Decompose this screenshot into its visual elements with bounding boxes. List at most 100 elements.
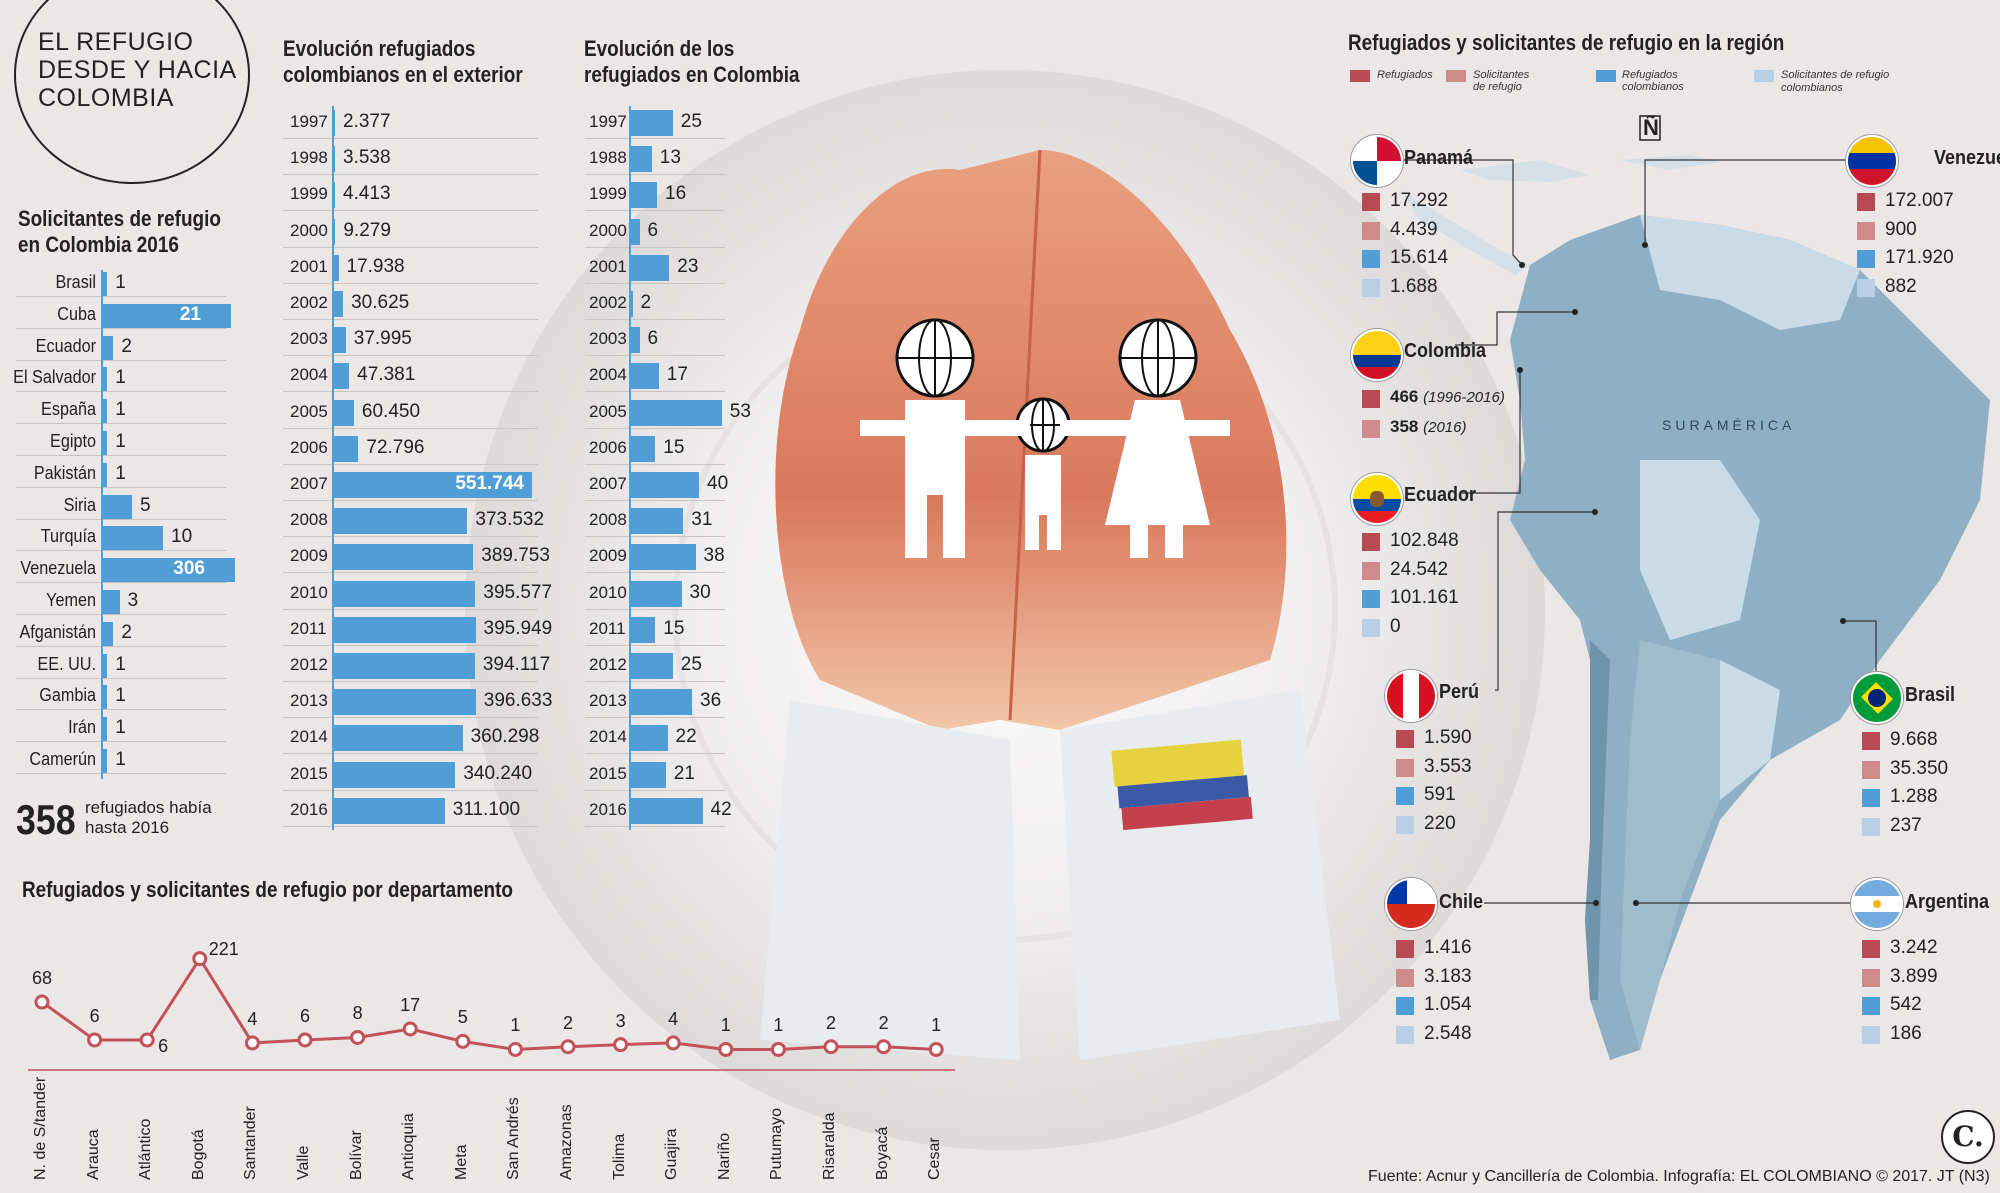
colombia-value: 23 [677,255,699,277]
departamento-value: 3 [615,1010,626,1031]
value-swatch [1362,278,1380,297]
colombia-year: 1988 [589,148,627,168]
legend-ref-col: Refugiados colombianos [1622,69,1684,93]
value-swatch [1857,193,1875,211]
row-separator [585,536,725,538]
exterior-bar [332,327,346,354]
legend-refugiados: Refugiados [1377,69,1433,81]
value-swatch [1862,940,1880,958]
solicitantes-bar [101,558,235,583]
row-separator [283,282,538,284]
country-value: 0 [1390,615,1401,637]
colombia-year: 2001 [589,256,627,276]
solicitantes-label: Ecuador [35,335,96,356]
colombia-value: 42 [710,798,732,820]
colombia-value: 13 [659,147,681,169]
exterior-title: Evolución refugiados colombianos en el e… [283,36,523,87]
row-separator [283,789,538,791]
exterior-bar [332,689,476,716]
colombia-year: 1997 [589,112,627,131]
colombia-bar [629,435,656,462]
row-separator [16,582,226,584]
solicitantes-axis [101,270,103,779]
departamento-point [665,1035,681,1051]
country-chile: Chile [1439,891,1484,913]
legend-swatch-solicitantes [1446,70,1466,82]
country-value: 9.668 [1890,729,1938,750]
row-separator [283,355,538,357]
value-swatch [1362,250,1380,268]
legend-solicitantes: Solicitantes de refugio [1473,69,1530,93]
colombia-value: 36 [700,690,722,712]
continent-label: SURAMÉRICA [1662,417,1795,433]
solicitantes-value: 5 [140,494,151,516]
country-value: 35.350 [1890,757,1949,779]
departamento-point [613,1037,629,1053]
flag-chile-icon [1385,878,1437,930]
row-separator [16,359,226,361]
row-separator [16,423,226,425]
value-swatch [1862,789,1880,807]
exterior-year: 2006 [290,437,328,457]
exterior-bar [332,435,359,462]
value-swatch [1396,940,1414,958]
colombia-bar [629,472,699,498]
country-value: 3.553 [1424,755,1472,777]
exterior-bar [332,616,476,643]
row-separator [585,717,725,719]
colombia-bar [629,725,668,752]
exterior-year: 2013 [290,691,328,711]
row-separator [16,391,226,393]
colombia-year: 2005 [589,401,627,421]
value-swatch [1862,732,1880,750]
row-separator [16,645,226,647]
exterior-value: 395.577 [483,581,553,603]
exterior-value: 3.538 [343,147,391,169]
departamento-point [770,1041,786,1057]
row-separator [585,319,725,320]
row-separator [585,572,725,574]
country-venezuela: Venezuela [1934,147,2000,169]
colombia-bar [629,616,656,643]
colombia-value: 15 [663,436,685,458]
exterior-year: 2003 [290,329,328,349]
country-value: 186 [1890,1022,1922,1044]
exterior-bar [332,291,344,317]
row-separator [283,572,538,574]
row-separator [16,614,226,615]
colombia-value: 17 [666,364,688,386]
colombia-year: 2003 [589,329,627,349]
departamento-point [928,1041,944,1057]
departamento-point [402,1021,418,1037]
row-separator [283,391,538,393]
exterior-value: 72.796 [366,436,425,458]
row-separator [585,427,725,429]
flag-ecuador-icon [1351,473,1403,525]
colombia-year: 2015 [589,763,627,783]
value-swatch [1396,815,1414,834]
row-separator [283,825,538,827]
exterior-year: 2007 [290,474,328,493]
country-value: 172.007 [1885,190,1954,211]
row-separator [283,463,538,465]
flag-panama-icon [1351,135,1403,187]
row-separator [585,138,725,139]
exterior-value: 37.995 [353,328,412,350]
colombia-value: 2 [640,292,652,313]
total-number: 358 [16,796,76,843]
exterior-value: 47.381 [357,364,416,386]
colombia-bar [629,508,684,535]
row-separator [585,753,725,755]
flag-brasil-icon [1851,672,1903,724]
solicitantes-bar [101,303,231,328]
country-argentina: Argentina [1905,891,1990,913]
colombia-bar [629,146,652,173]
solicitantes-label: Brasil [55,272,96,292]
colombia-bar [629,580,682,607]
departamento-value: 4 [247,1008,258,1029]
value-swatch [1362,193,1380,211]
solicitantes-value: 1 [115,717,126,739]
solicitantes-label: Turquía [40,526,96,547]
solicitantes-bar [101,653,108,678]
row-separator [283,246,538,248]
